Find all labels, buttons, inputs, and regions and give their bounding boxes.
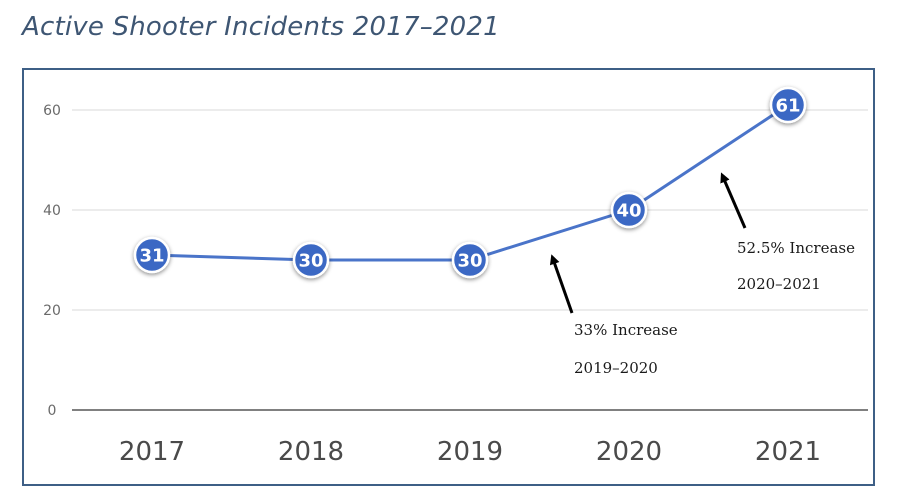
data-label: 61 [775, 96, 800, 117]
x-tick-label: 2017 [119, 437, 185, 467]
data-point: 40 [610, 191, 648, 229]
annotation-text: 52.5% Increase [737, 239, 855, 257]
data-point: 31 [133, 236, 171, 274]
y-tick-label: 20 [43, 303, 61, 319]
data-point-marker [451, 241, 489, 279]
annotation-range: 2020–2021 [737, 275, 821, 293]
data-point-marker [610, 191, 648, 229]
chart-title: Active Shooter Incidents 2017–2021 [22, 12, 500, 42]
y-tick-label: 0 [48, 403, 57, 419]
data-point-marker [292, 241, 330, 279]
data-label: 40 [616, 201, 641, 222]
annotation-text: 33% Increase [574, 321, 678, 339]
series-line [151, 103, 789, 262]
x-tick-label: 2018 [278, 437, 344, 467]
data-point: 30 [451, 241, 489, 279]
x-tick-label: 2019 [437, 437, 503, 467]
annotation-arrow [720, 172, 747, 229]
data-point: 61 [769, 86, 807, 124]
data-label: 30 [298, 251, 323, 272]
chart-frame [22, 68, 875, 486]
annotation-range: 2019–2020 [574, 359, 658, 377]
annotation-arrow [549, 254, 574, 314]
data-label: 31 [139, 246, 164, 267]
x-tick-label: 2021 [755, 437, 821, 467]
data-point: 30 [292, 241, 330, 279]
y-tick-label: 60 [43, 103, 61, 119]
data-point-marker [133, 236, 171, 274]
y-tick-label: 40 [43, 203, 61, 219]
data-label: 30 [457, 251, 482, 272]
data-point-marker [769, 86, 807, 124]
x-tick-label: 2020 [596, 437, 662, 467]
